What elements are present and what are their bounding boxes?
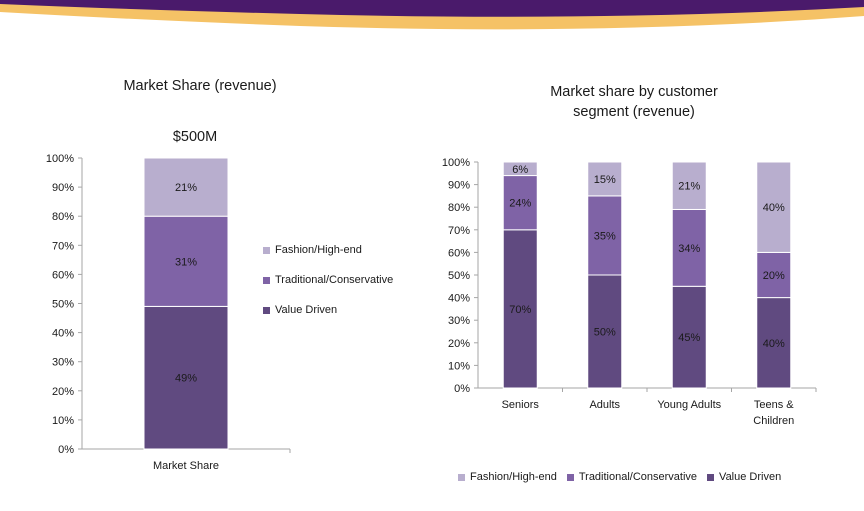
data-label-value: 50% (594, 327, 616, 339)
banner-purple-wave (0, 0, 864, 17)
bar-segment-fashion (502, 161, 538, 177)
chart2-title-line1: Market share by customer (550, 84, 718, 100)
y-tick-label: 100% (46, 153, 74, 165)
data-label-fashion: 21% (678, 181, 700, 193)
x-category-label: Children (753, 415, 794, 427)
y-tick-label: 30% (52, 357, 74, 369)
y-tick-label: 50% (448, 270, 470, 282)
y-tick-label: 60% (52, 269, 74, 281)
x-category-label: Adults (589, 399, 620, 411)
data-label-value: 70% (509, 304, 531, 316)
data-label-value: 45% (678, 332, 700, 344)
bar-segment-fashion (587, 161, 623, 197)
y-tick-label: 0% (58, 444, 74, 456)
legend-item-fashion: Fashion/High-end (263, 235, 393, 265)
x-category-label: Teens & (754, 399, 794, 411)
legend2-swatch-fashion (458, 473, 465, 481)
legend-label-traditional: Traditional/Conservative (275, 274, 394, 286)
y-tick-label: 90% (52, 182, 74, 194)
chart2-title: Market share by customer segment (revenu… (520, 82, 748, 122)
y-tick-label: 30% (448, 315, 470, 327)
legend-swatch-fashion (263, 246, 270, 254)
legend2-item-value: Value Driven (707, 471, 781, 483)
y-tick-label: 90% (448, 180, 470, 192)
data-label-traditional: 35% (594, 230, 616, 242)
data-label-fashion: 40% (763, 202, 785, 214)
y-tick-label: 70% (52, 240, 74, 252)
y-tick-label: 70% (448, 225, 470, 237)
y-tick-label: 10% (52, 415, 74, 427)
data-label-fashion: 21% (175, 182, 197, 194)
x-category-label: Market Share (153, 460, 219, 472)
bar-segment-value (671, 285, 707, 389)
y-tick-label: 80% (52, 211, 74, 223)
x-category-label: Young Adults (657, 399, 721, 411)
chart1-subtitle: $500M (172, 129, 218, 145)
y-tick-label: 80% (448, 202, 470, 214)
y-tick-label: 40% (448, 293, 470, 305)
bar-segment-value (756, 297, 792, 389)
legend-swatch-traditional (263, 276, 270, 284)
x-category-label: Seniors (502, 399, 540, 411)
bar-segment-traditional (143, 215, 229, 307)
data-label-traditional: 24% (509, 198, 531, 210)
legend-swatch-value (263, 306, 270, 314)
y-tick-label: 0% (454, 383, 470, 395)
chart2-legend: Fashion/High-end Traditional/Conservativ… (458, 471, 791, 483)
data-label-traditional: 20% (763, 270, 785, 282)
data-label-traditional: 34% (678, 243, 700, 255)
bar-segment-fashion (756, 161, 792, 253)
legend2-item-traditional: Traditional/Conservative (566, 471, 698, 483)
bar-segment-traditional (671, 208, 707, 287)
bar-segment-value (502, 229, 538, 389)
legend-label-value: Value Driven (275, 304, 338, 316)
bar-segment-value (143, 305, 229, 450)
y-tick-label: 20% (52, 386, 74, 398)
chart2-title-line2: segment (revenue) (573, 104, 695, 120)
y-tick-label: 20% (448, 338, 470, 350)
data-label-traditional: 31% (175, 256, 197, 268)
y-tick-label: 10% (448, 360, 470, 372)
data-label-value: 40% (763, 338, 785, 350)
legend2-label-traditional: Traditional/Conservative (578, 471, 698, 483)
bar-segment-traditional (502, 175, 538, 231)
data-label-fashion: 15% (594, 174, 616, 186)
chart1-title: Market Share (revenue) (123, 78, 277, 94)
bar-segment-value (587, 274, 623, 389)
legend-label-fashion: Fashion/High-end (275, 244, 362, 256)
y-tick-label: 40% (52, 328, 74, 340)
chart1-legend: Fashion/High-end Traditional/Conservativ… (263, 235, 393, 325)
data-label-fashion: 6% (512, 164, 528, 176)
legend2-swatch-value (707, 473, 715, 481)
y-tick-label: 50% (52, 299, 74, 311)
y-tick-label: 60% (448, 247, 470, 259)
legend2-swatch-traditional (566, 473, 574, 481)
legend-item-value: Value Driven (263, 295, 393, 325)
header-banner (0, 0, 864, 30)
legend2-item-fashion: Fashion/High-end (458, 471, 557, 483)
legend2-label-value: Value Driven (719, 471, 782, 483)
y-tick-label: 100% (442, 157, 470, 169)
legend-item-traditional: Traditional/Conservative (263, 265, 393, 295)
legend2-label-fashion: Fashion/High-end (470, 471, 557, 483)
bar-segment-traditional (756, 251, 792, 299)
bar-segment-fashion (671, 161, 707, 210)
bar-segment-fashion (143, 157, 229, 217)
data-label-value: 49% (175, 373, 197, 385)
